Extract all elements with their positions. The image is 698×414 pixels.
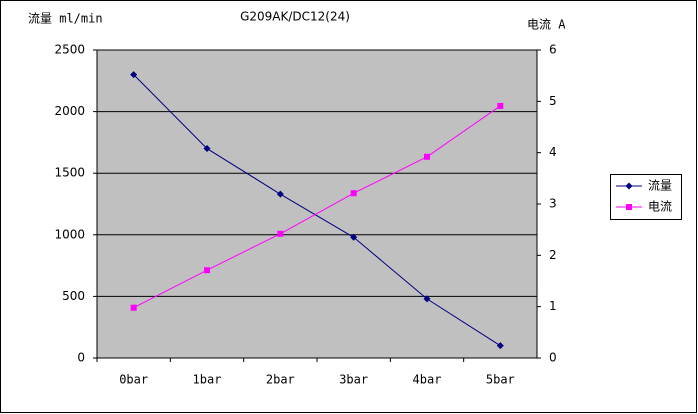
- y2-tick-label: 4: [549, 145, 557, 159]
- y-tick-label: 500: [62, 289, 85, 303]
- legend-marker: [625, 182, 633, 190]
- y-tick-label: 2500: [54, 43, 85, 57]
- data-point: [130, 304, 137, 311]
- data-point: [350, 190, 357, 197]
- series-line: [133, 74, 501, 347]
- data-point: [204, 267, 210, 274]
- y2-tick-label: 6: [549, 43, 557, 57]
- y-tick-label: 0: [77, 351, 85, 365]
- data-point: [496, 342, 504, 350]
- data-point: [203, 145, 211, 153]
- y2-tick-label: 3: [549, 197, 557, 211]
- y2-tick-label: 1: [549, 299, 557, 313]
- chart-title: G209AK/DC12(24): [240, 10, 350, 24]
- x-tick-label: 1bar: [193, 373, 222, 387]
- series-line: [133, 105, 501, 309]
- plot-area: [96, 49, 538, 359]
- data-point: [497, 102, 504, 109]
- x-tick-label: 4bar: [413, 373, 442, 387]
- y2-tick-label: 0: [549, 351, 557, 365]
- data-point: [130, 71, 138, 79]
- data-point: [350, 233, 358, 241]
- x-tick-label: 2bar: [266, 373, 295, 387]
- legend-marker: [626, 204, 632, 210]
- y-tick-label: 1000: [54, 227, 85, 241]
- y-tick-label: 2000: [54, 104, 85, 118]
- x-tick-label: 0bar: [119, 373, 148, 387]
- legend-label: 流量: [648, 179, 672, 193]
- y2-tick-label: 5: [549, 94, 557, 108]
- y-tick-label: 1500: [54, 166, 85, 180]
- data-point: [276, 190, 284, 198]
- x-tick-label: 5bar: [486, 373, 515, 387]
- legend-label: 电流: [648, 200, 672, 214]
- data-point: [424, 153, 430, 160]
- data-point: [277, 230, 284, 237]
- y2-tick-label: 2: [549, 248, 557, 262]
- data-point: [423, 295, 431, 303]
- x-tick-label: 3bar: [339, 373, 368, 387]
- y2-axis-label: 电流 A: [527, 18, 566, 32]
- legend-box: [610, 174, 682, 220]
- y-axis-label: 流量 ml/min: [28, 12, 103, 26]
